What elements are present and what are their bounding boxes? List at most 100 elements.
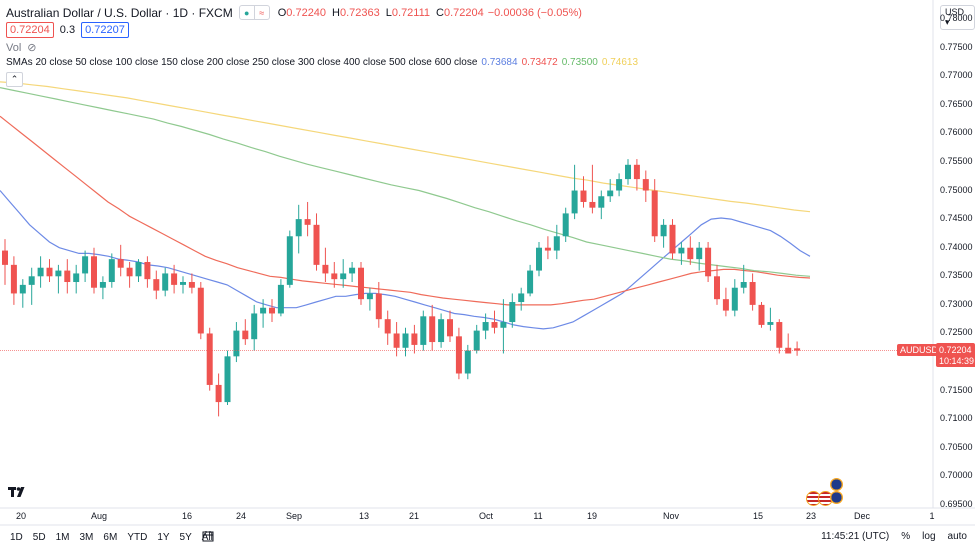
candle[interactable]	[580, 176, 587, 208]
candle[interactable]	[438, 313, 445, 348]
candle[interactable]	[767, 307, 774, 331]
candle[interactable]	[589, 164, 596, 214]
candle[interactable]	[126, 262, 133, 288]
candle[interactable]	[776, 319, 783, 354]
range-button-3m[interactable]: 3M	[79, 532, 94, 543]
candle[interactable]	[340, 259, 347, 288]
candle[interactable]	[46, 259, 53, 283]
candle[interactable]	[616, 173, 623, 197]
candle[interactable]	[411, 324, 418, 354]
currency-button[interactable]: USD ▾	[940, 5, 975, 30]
candle[interactable]	[2, 239, 8, 285]
candle[interactable]	[242, 319, 249, 345]
candle[interactable]	[393, 322, 400, 357]
candle[interactable]	[607, 179, 614, 202]
candle[interactable]	[358, 262, 364, 305]
candle[interactable]	[153, 270, 160, 300]
candle[interactable]	[91, 247, 97, 294]
candle[interactable]	[206, 327, 213, 391]
candle[interactable]	[215, 373, 222, 417]
candle[interactable]	[491, 310, 498, 334]
candle[interactable]	[482, 313, 489, 340]
candle[interactable]	[162, 267, 169, 297]
candle[interactable]	[696, 241, 703, 271]
candle[interactable]	[286, 230, 293, 288]
candle[interactable]	[260, 299, 267, 328]
candle[interactable]	[197, 282, 204, 340]
candle[interactable]	[384, 310, 391, 345]
range-button-all[interactable]: All	[201, 532, 213, 543]
sma-label[interactable]: SMAs 20 close 50 close 100 close 150 clo…	[6, 57, 478, 68]
candle[interactable]	[562, 207, 569, 242]
candle[interactable]	[687, 236, 694, 265]
candle[interactable]	[313, 213, 320, 271]
calendar-icon[interactable]	[202, 530, 214, 542]
candle[interactable]	[420, 310, 427, 351]
candle[interactable]	[180, 276, 186, 294]
range-button-ytd[interactable]: YTD	[127, 532, 148, 543]
candle[interactable]	[99, 276, 106, 300]
candle[interactable]	[598, 190, 605, 220]
percent-toggle[interactable]: %	[901, 531, 911, 542]
candle[interactable]	[295, 204, 302, 254]
candle[interactable]	[429, 304, 436, 351]
sell-button[interactable]: 0.72204	[6, 22, 54, 38]
candle[interactable]	[171, 264, 178, 294]
candle[interactable]	[669, 219, 676, 260]
candle[interactable]	[269, 299, 275, 323]
range-button-5d[interactable]: 5D	[32, 532, 46, 543]
candle[interactable]	[731, 279, 738, 317]
candle[interactable]	[64, 259, 71, 294]
sma-line[interactable]	[0, 115, 811, 306]
candle[interactable]	[331, 262, 338, 288]
candle[interactable]	[366, 287, 373, 311]
auto-toggle[interactable]: auto	[947, 531, 967, 542]
candle[interactable]	[304, 201, 311, 237]
candle[interactable]	[722, 287, 729, 317]
clock-time[interactable]: 11:45:21 (UTC)	[821, 531, 890, 542]
candle[interactable]	[28, 267, 35, 305]
candle[interactable]	[375, 282, 382, 328]
candle[interactable]	[714, 264, 720, 305]
candle[interactable]	[73, 264, 80, 294]
candle[interactable]	[571, 164, 578, 220]
candle[interactable]	[144, 256, 151, 288]
candle[interactable]	[82, 250, 89, 283]
candle[interactable]	[749, 273, 756, 311]
tradingview-logo-icon[interactable]	[8, 486, 26, 498]
candle[interactable]	[277, 279, 284, 317]
candle[interactable]	[135, 259, 142, 283]
range-button-5y[interactable]: 5Y	[179, 532, 192, 543]
candle[interactable]	[447, 310, 453, 343]
candle[interactable]	[108, 253, 115, 288]
symbol-title[interactable]: Australian Dollar / U.S. Dollar · 1D · F…	[6, 5, 233, 20]
candle[interactable]	[55, 264, 62, 294]
candle[interactable]	[322, 247, 329, 283]
range-button-1m[interactable]: 1M	[55, 532, 70, 543]
candle[interactable]	[349, 262, 356, 283]
chevron-up-icon[interactable]: ⌃	[6, 72, 23, 87]
candle[interactable]	[544, 236, 551, 260]
sma-line[interactable]	[0, 87, 811, 277]
candle[interactable]	[678, 241, 685, 265]
candle[interactable]	[794, 341, 801, 356]
candle[interactable]	[705, 241, 712, 283]
candle[interactable]	[455, 327, 462, 380]
candle[interactable]	[233, 322, 240, 363]
candle[interactable]	[553, 224, 560, 260]
range-button-6m[interactable]: 6M	[103, 532, 118, 543]
market-status[interactable]: ● ≈	[238, 5, 270, 20]
range-button-1d[interactable]: 1D	[10, 532, 23, 543]
candle[interactable]	[19, 279, 26, 308]
candle[interactable]	[37, 256, 44, 288]
candle[interactable]	[758, 302, 765, 328]
candle[interactable]	[473, 324, 480, 354]
candle[interactable]	[642, 170, 649, 202]
candle[interactable]	[464, 344, 471, 380]
candle[interactable]	[527, 264, 534, 297]
candle[interactable]	[740, 264, 747, 294]
candle[interactable]	[402, 327, 409, 357]
eye-hidden-icon[interactable]: ⊘	[27, 42, 37, 54]
sma-line[interactable]	[0, 81, 811, 213]
